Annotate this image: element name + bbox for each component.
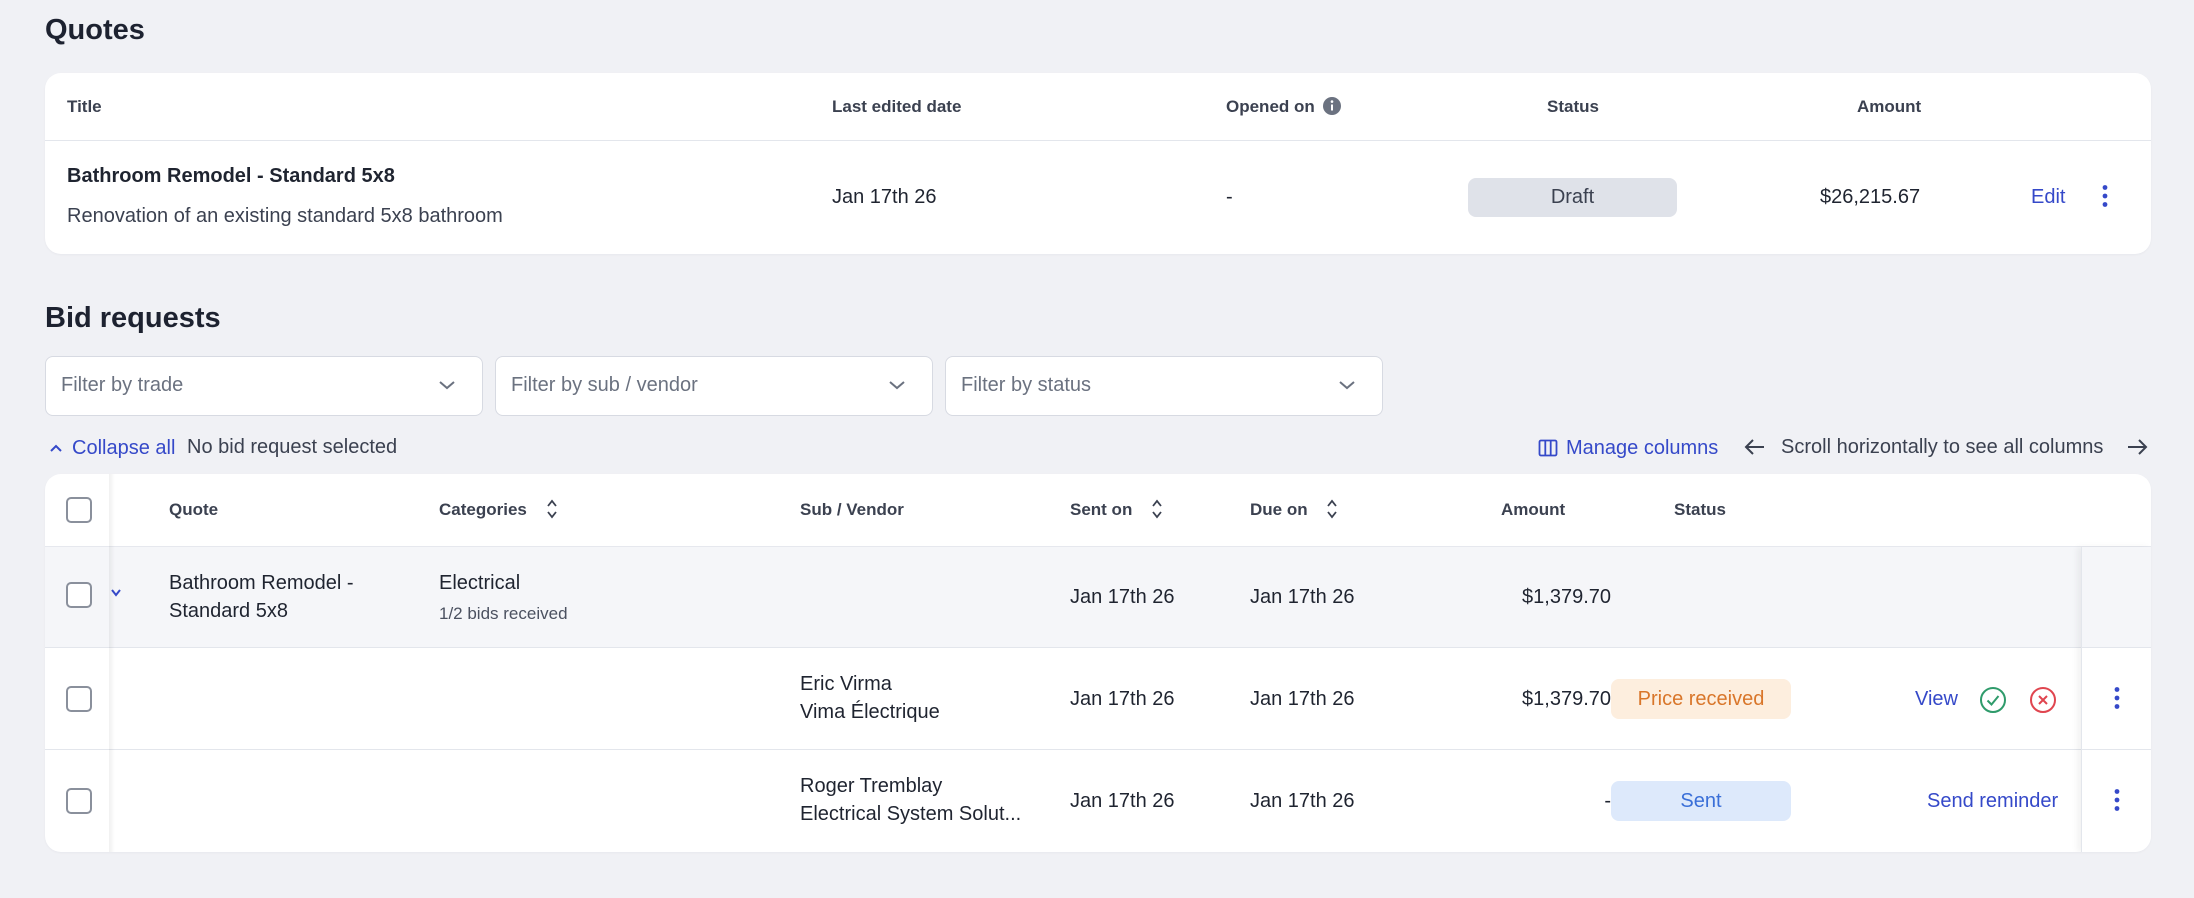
amount: $1,379.70 — [1522, 688, 1611, 710]
header-opened-on: Opened on — [1226, 97, 1315, 116]
chevron-down-icon[interactable] — [110, 588, 122, 598]
scroll-hint: Scroll horizontally to see all columns — [1781, 436, 2104, 458]
header-status: Status — [1674, 500, 1726, 519]
filter-vendor-placeholder: Filter by sub / vendor — [511, 374, 698, 396]
chevron-up-icon — [50, 444, 62, 452]
sticky-actions-column — [2081, 547, 2151, 852]
more-options-icon[interactable] — [2101, 184, 2109, 208]
header-categories[interactable]: Categories — [439, 500, 527, 519]
group-bids-received: 1/2 bids received — [439, 604, 568, 623]
edit-link[interactable]: Edit — [2031, 186, 2066, 208]
header-title: Title — [67, 97, 102, 116]
header-sent-on[interactable]: Sent on — [1070, 500, 1133, 519]
chevron-down-icon — [1339, 381, 1355, 390]
row-checkbox[interactable] — [66, 582, 92, 608]
quote-row-amount: $26,215.67 — [1820, 186, 1921, 208]
row-divider — [2082, 647, 2151, 648]
group-quote-line1: Bathroom Remodel - — [169, 572, 354, 594]
more-options-icon[interactable] — [2113, 788, 2121, 812]
view-link[interactable]: View — [1915, 688, 1958, 710]
vendor-name: Roger Tremblay — [800, 775, 943, 797]
arrow-right-icon[interactable] — [2126, 437, 2148, 457]
filter-by-trade[interactable]: Filter by trade — [45, 356, 483, 416]
status-badge-price-received: Price received — [1611, 679, 1791, 719]
selection-status: No bid request selected — [187, 436, 398, 458]
sort-icon[interactable] — [545, 498, 559, 520]
header-divider — [45, 546, 2151, 547]
manage-columns-button[interactable]: Manage columns — [1538, 436, 1718, 460]
vendor-company: Electrical System Solut... — [800, 803, 1022, 825]
row-checkbox[interactable] — [66, 788, 92, 814]
sticky-left-shadow — [109, 474, 115, 852]
row-divider — [2082, 749, 2151, 750]
table-row[interactable]: Eric Virma Vima Électrique Jan 17th 26 J… — [45, 648, 2151, 749]
due-on: Jan 17th 26 — [1250, 790, 1355, 812]
header-status: Status — [1547, 97, 1599, 116]
row-divider — [45, 647, 2151, 648]
filter-by-vendor[interactable]: Filter by sub / vendor — [495, 356, 933, 416]
bid-requests-table: Quote Categories Sub / Vendor Sent on Du… — [45, 474, 2151, 852]
vendor-company: Vima Électrique — [800, 701, 940, 723]
filter-status-placeholder: Filter by status — [961, 374, 1092, 396]
group-amount: $1,379.70 — [1522, 586, 1611, 608]
quotes-card: Title Last edited date Opened on Status … — [45, 73, 2151, 254]
chevron-down-icon — [889, 381, 905, 390]
amount: - — [1604, 790, 1611, 812]
table-row-group[interactable]: Bathroom Remodel - Standard 5x8 Electric… — [45, 547, 2151, 647]
more-options-icon[interactable] — [2113, 686, 2121, 710]
header-last-edited: Last edited date — [832, 97, 962, 116]
send-reminder-link[interactable]: Send reminder — [1927, 790, 2059, 812]
group-sent-on: Jan 17th 26 — [1070, 586, 1175, 608]
quote-row-description: Renovation of an existing standard 5x8 b… — [67, 205, 503, 227]
filter-by-status[interactable]: Filter by status — [945, 356, 1383, 416]
sort-icon[interactable] — [1325, 498, 1339, 520]
quotes-section-title: Quotes — [45, 14, 145, 46]
due-on: Jan 17th 26 — [1250, 688, 1355, 710]
status-badge-sent: Sent — [1611, 781, 1791, 821]
header-due-on[interactable]: Due on — [1250, 500, 1308, 519]
accept-check-icon[interactable] — [1979, 686, 2007, 714]
row-divider — [45, 749, 2151, 750]
reject-x-icon[interactable] — [2029, 686, 2057, 714]
header-vendor: Sub / Vendor — [800, 500, 904, 519]
sticky-group-cell — [2082, 547, 2151, 647]
status-badge-draft: Draft — [1468, 178, 1677, 217]
sent-on: Jan 17th 26 — [1070, 688, 1175, 710]
quote-row-last-edited: Jan 17th 26 — [832, 186, 937, 208]
quote-row-title[interactable]: Bathroom Remodel - Standard 5x8 — [67, 165, 395, 187]
header-amount: Amount — [1857, 97, 1922, 116]
collapse-all-label: Collapse all — [72, 436, 176, 459]
group-category: Electrical — [439, 572, 521, 594]
info-icon[interactable] — [1322, 96, 1342, 116]
table-row[interactable]: Roger Tremblay Electrical System Solut..… — [45, 750, 2151, 852]
vendor-name: Eric Virma — [800, 673, 892, 695]
sent-on: Jan 17th 26 — [1070, 790, 1175, 812]
manage-columns-label: Manage columns — [1566, 436, 1719, 459]
filter-trade-placeholder: Filter by trade — [61, 374, 184, 396]
chevron-down-icon — [439, 381, 455, 390]
select-all-checkbox[interactable] — [66, 497, 92, 523]
row-checkbox[interactable] — [66, 686, 92, 712]
bid-requests-section-title: Bid requests — [45, 302, 221, 334]
group-due-on: Jan 17th 26 — [1250, 586, 1355, 608]
header-quote: Quote — [169, 500, 219, 519]
group-quote-line2: Standard 5x8 — [169, 600, 288, 622]
quote-row-opened-on: - — [1226, 186, 1233, 208]
header-divider — [45, 140, 2151, 141]
collapse-all-button[interactable]: Collapse all — [48, 436, 175, 460]
arrow-left-icon[interactable] — [1744, 437, 1766, 457]
columns-icon — [1538, 439, 1558, 457]
sort-icon[interactable] — [1150, 498, 1164, 520]
header-amount: Amount — [1501, 500, 1566, 519]
